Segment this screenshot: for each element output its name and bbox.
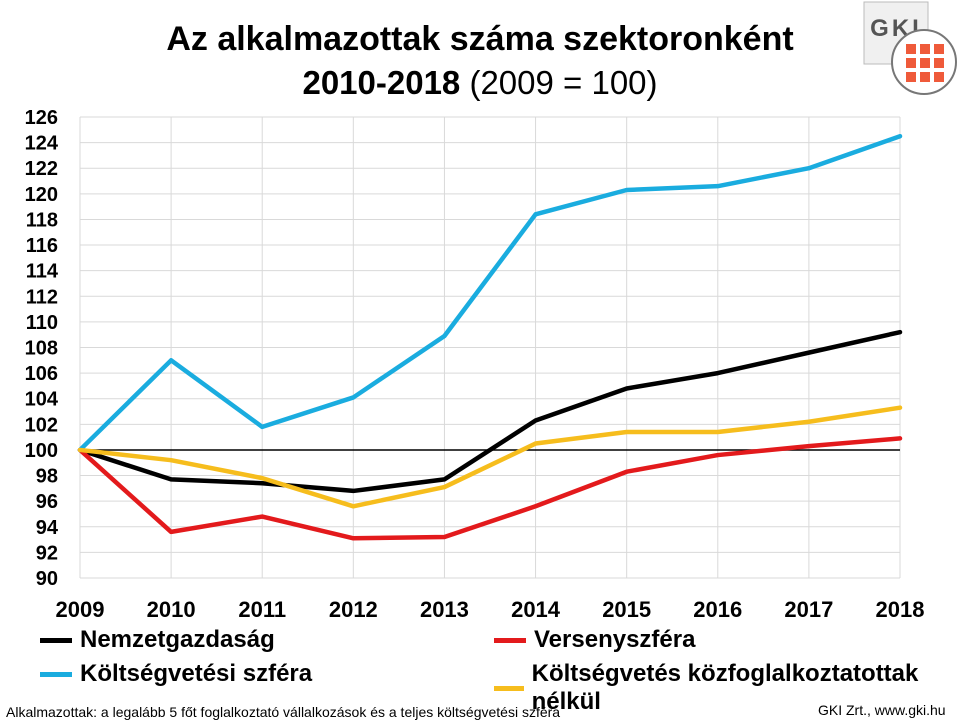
x-tick-label: 2012 (329, 597, 378, 622)
data-point (442, 477, 447, 482)
data-point (715, 430, 720, 435)
y-tick-label: 98 (36, 466, 58, 488)
data-point (624, 469, 629, 474)
legend-swatch (40, 637, 72, 643)
data-point (533, 418, 538, 423)
gki-logo: GKI (863, 1, 957, 95)
legend-item-versenyszfera: Versenyszféra (494, 626, 695, 654)
y-tick-label: 94 (36, 517, 59, 539)
y-axis-ticks: 90 92 94 96 98 100 102 104 106 108 110 112 114 116 118… (25, 107, 59, 590)
x-tick-label: 2014 (511, 597, 561, 622)
data-point (169, 477, 174, 482)
x-tick-label: 2015 (602, 597, 651, 622)
data-point (898, 436, 902, 441)
x-axis-ticks: 2009 2010 2011 2012 2013 2014 2015 2016 2017 2018 (56, 597, 925, 622)
x-tick-label: 2011 (238, 597, 286, 622)
y-tick-label: 100 (25, 440, 58, 462)
data-point (442, 535, 447, 540)
series-line-2 (77, 133, 903, 453)
y-tick-label: 102 (25, 414, 58, 436)
data-point (351, 504, 356, 509)
data-point (351, 536, 356, 541)
y-tick-label: 92 (36, 542, 58, 564)
footnote: Alkalmazottak: a legalább 5 főt foglalko… (6, 704, 561, 720)
y-tick-label: 120 (25, 184, 58, 206)
data-point (898, 134, 902, 139)
data-point (898, 330, 902, 335)
data-point (351, 488, 356, 493)
chart-subtitle: 2010-2018 (2009 = 100) (0, 64, 960, 102)
y-tick-label: 110 (26, 312, 58, 334)
data-point (624, 430, 629, 435)
data-point (442, 333, 447, 338)
data-point (169, 358, 174, 363)
series-line-3 (77, 405, 903, 509)
y-tick-label: 118 (26, 209, 58, 231)
data-point (715, 453, 720, 458)
y-tick-label: 104 (25, 389, 59, 411)
data-point (898, 405, 902, 410)
data-point (169, 458, 174, 463)
data-point (806, 444, 811, 449)
legend-label: Versenyszféra (534, 626, 696, 653)
legend-item-nemzetgazdasag: Nemzetgazdaság (40, 626, 275, 654)
y-tick-label: 108 (25, 338, 58, 360)
y-tick-label: 114 (26, 261, 59, 283)
x-tick-label: 2010 (147, 597, 196, 622)
legend-item-koltsegvetesi-szfera: Költségvetési szféra (40, 660, 312, 688)
y-tick-label: 122 (25, 158, 58, 180)
series-line-1 (77, 436, 903, 541)
data-point (78, 447, 82, 452)
data-point (351, 395, 356, 400)
data-point (533, 504, 538, 509)
y-tick-label: 124 (25, 133, 59, 155)
data-point (260, 481, 265, 486)
y-tick-label: 106 (25, 363, 58, 385)
legend-swatch (40, 671, 72, 677)
y-tick-label: 112 (26, 286, 58, 308)
legend-label: Költségvetési szféra (80, 660, 313, 687)
x-tick-label: 2016 (693, 597, 742, 622)
data-point (260, 514, 265, 519)
data-point (533, 441, 538, 446)
data-point (260, 424, 265, 429)
data-point (169, 529, 174, 534)
source-credit: GKI Zrt., www.gki.hu (818, 702, 946, 718)
subtitle-years: 2010-2018 (302, 64, 461, 101)
data-point (533, 212, 538, 217)
data-point (806, 419, 811, 424)
data-point (806, 166, 811, 171)
x-tick-label: 2018 (876, 597, 925, 622)
chart-series (77, 133, 903, 541)
x-tick-label: 2013 (420, 597, 469, 622)
legend-label: Költségvetés közfoglalkoztatottak nélkül (531, 660, 919, 715)
legend-item-koltsegvetes-kozfoglalkoztatottak-nelkul: Költségvetés közfoglalkoztatottak nélkül (494, 660, 960, 716)
chart-title: Az alkalmazottak száma szektoronként (166, 20, 794, 58)
legend-swatch (494, 685, 524, 691)
series-line-0 (77, 329, 903, 494)
legend-label: Nemzetgazdaság (80, 626, 275, 653)
data-point (624, 386, 629, 391)
x-tick-label: 2017 (784, 597, 833, 622)
data-point (715, 371, 720, 376)
subtitle-base: (2009 = 100) (469, 64, 658, 101)
y-tick-label: 126 (25, 107, 58, 129)
data-point (442, 485, 447, 490)
data-point (806, 350, 811, 355)
y-tick-label: 90 (36, 568, 58, 590)
y-tick-label: 96 (36, 491, 58, 513)
line-chart: 90 92 94 96 98 100 102 104 106 108 110 112 114 116 118… (25, 107, 925, 622)
data-point (260, 476, 265, 481)
data-point (715, 184, 720, 189)
legend-swatch (494, 637, 526, 643)
x-tick-label: 2009 (56, 597, 105, 622)
y-tick-label: 116 (26, 235, 58, 257)
data-point (624, 187, 629, 192)
chart-grid (79, 116, 901, 579)
